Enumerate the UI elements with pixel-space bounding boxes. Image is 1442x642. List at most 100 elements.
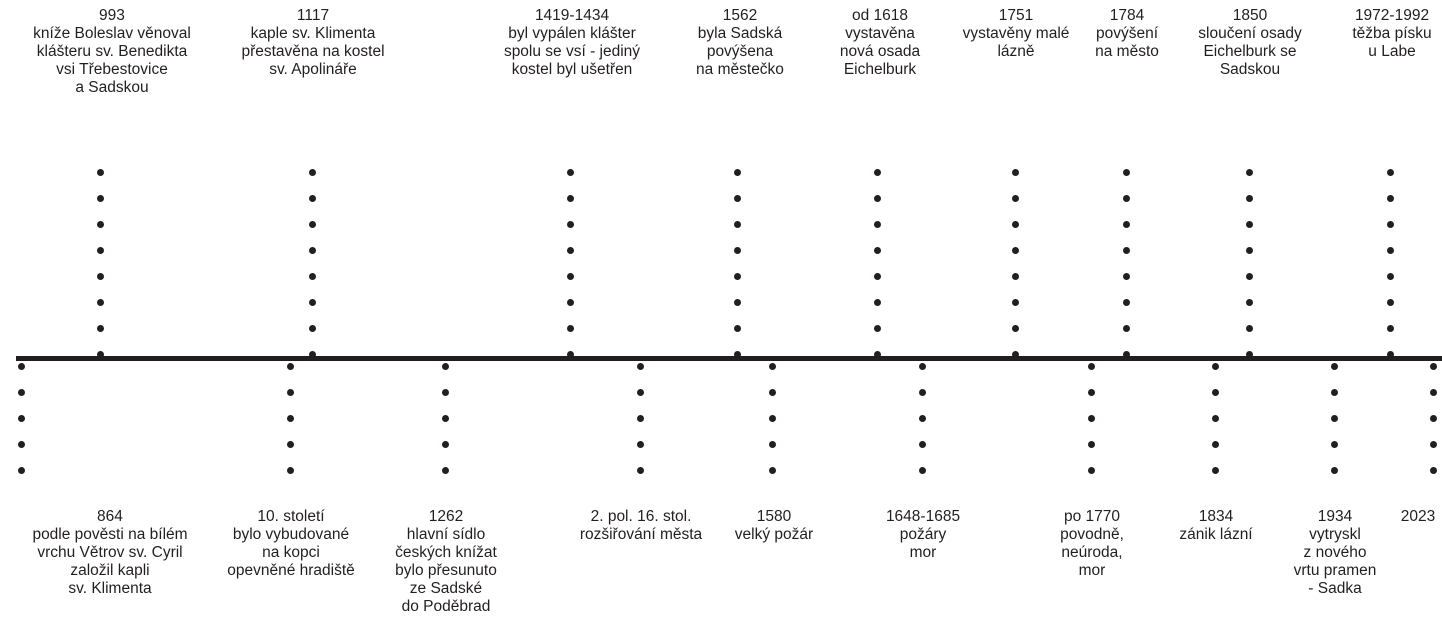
connector-dot bbox=[18, 415, 25, 422]
connector-dot bbox=[637, 415, 644, 422]
event-label: 1562 byla Sadská povýšena na městečko bbox=[696, 7, 784, 79]
connector-dot bbox=[734, 195, 741, 202]
connector-dot bbox=[1123, 169, 1130, 176]
connector-dot bbox=[287, 363, 294, 370]
connector-dot bbox=[1246, 351, 1253, 358]
event-year: 1419-1434 bbox=[534, 7, 610, 24]
connector-dot bbox=[1387, 247, 1394, 254]
event-label: 1972-1992 těžba písku u Labe bbox=[1352, 7, 1431, 61]
event-label: 1648-1685 požáry mor bbox=[886, 508, 960, 562]
event-year: 1834 bbox=[1198, 508, 1234, 525]
connector-dot bbox=[1246, 299, 1253, 306]
connector-dot bbox=[1331, 467, 1338, 474]
connector-dot bbox=[309, 273, 316, 280]
connector-dot bbox=[1246, 273, 1253, 280]
connector-dot bbox=[734, 169, 741, 176]
connector-dot bbox=[567, 273, 574, 280]
connector-dot bbox=[18, 441, 25, 448]
connector-dot bbox=[1012, 299, 1019, 306]
event-label: 1850 sloučení osady Eichelburk se Sadskou bbox=[1198, 7, 1301, 79]
connector-dot bbox=[309, 299, 316, 306]
connector-dot bbox=[1123, 273, 1130, 280]
event-label: 1419-1434 byl vypálen klášter spolu se vs… bbox=[504, 7, 640, 79]
connector-dot bbox=[287, 389, 294, 396]
connector-dot bbox=[637, 363, 644, 370]
event-label: 2. pol. 16. stol. rozšiřování města bbox=[580, 508, 702, 544]
connector-dot bbox=[1430, 441, 1437, 448]
connector-dot bbox=[919, 441, 926, 448]
connector-dot bbox=[769, 363, 776, 370]
event-year: po 1770 bbox=[1063, 508, 1121, 525]
connector-dot bbox=[1387, 195, 1394, 202]
connector-dot bbox=[1387, 325, 1394, 332]
event-description: vystavěna nová osada Eichelburk bbox=[839, 25, 921, 78]
event-description: vytryskl z nového vrtu pramen - Sadka bbox=[1293, 526, 1377, 597]
connector-dot bbox=[97, 221, 104, 228]
connector-dot bbox=[97, 325, 104, 332]
event-label: 993 kníže Boleslav věnoval klášteru sv. B… bbox=[33, 7, 191, 97]
timeline-axis bbox=[16, 356, 1442, 361]
event-description: rozšiřování města bbox=[579, 526, 703, 543]
connector-dot bbox=[1331, 389, 1338, 396]
event-label: 2023 bbox=[1401, 508, 1435, 526]
connector-dot bbox=[97, 195, 104, 202]
connector-dot bbox=[1012, 195, 1019, 202]
connector-dot bbox=[567, 325, 574, 332]
event-year: 1972-1992 bbox=[1354, 7, 1430, 24]
event-description: zánik lázní bbox=[1179, 526, 1253, 543]
event-year: 1262 bbox=[428, 508, 464, 525]
connector-dot bbox=[874, 221, 881, 228]
event-description: povodně, neúroda, mor bbox=[1060, 526, 1124, 579]
connector-dot bbox=[734, 299, 741, 306]
connector-dot bbox=[1331, 415, 1338, 422]
connector-dot bbox=[1012, 273, 1019, 280]
connector-dot bbox=[1246, 325, 1253, 332]
connector-dot bbox=[1387, 169, 1394, 176]
connector-dot bbox=[1212, 467, 1219, 474]
connector-dot bbox=[442, 389, 449, 396]
event-description: vystavěny malé lázně bbox=[962, 25, 1070, 60]
connector-dot bbox=[567, 351, 574, 358]
connector-dot bbox=[734, 351, 741, 358]
connector-dot bbox=[1212, 415, 1219, 422]
connector-dot bbox=[874, 195, 881, 202]
connector-dot bbox=[18, 363, 25, 370]
connector-dot bbox=[1088, 389, 1095, 396]
event-label: 1834 zánik lázní bbox=[1179, 508, 1252, 544]
connector-dot bbox=[919, 389, 926, 396]
event-description: hlavní sídlo českých knížat bylo přesunu… bbox=[395, 526, 497, 615]
connector-dot bbox=[442, 441, 449, 448]
event-description: těžba písku u Labe bbox=[1352, 25, 1432, 60]
connector-dot bbox=[442, 363, 449, 370]
connector-dot bbox=[769, 467, 776, 474]
connector-dot bbox=[309, 325, 316, 332]
connector-dot bbox=[1430, 389, 1437, 396]
connector-dot bbox=[769, 415, 776, 422]
connector-dot bbox=[1331, 363, 1338, 370]
connector-dot bbox=[309, 195, 316, 202]
event-description: povýšení na město bbox=[1095, 25, 1159, 60]
connector-dot bbox=[734, 325, 741, 332]
connector-dot bbox=[97, 169, 104, 176]
connector-dot bbox=[1012, 325, 1019, 332]
connector-dot bbox=[1387, 299, 1394, 306]
event-year: 1934 bbox=[1317, 508, 1353, 525]
connector-dot bbox=[567, 299, 574, 306]
connector-dot bbox=[309, 247, 316, 254]
connector-dot bbox=[769, 389, 776, 396]
connector-dot bbox=[874, 325, 881, 332]
event-label: 864 podle pověsti na bílém vrchu Větrov s… bbox=[32, 508, 187, 598]
event-year: od 1618 bbox=[851, 7, 909, 24]
connector-dot bbox=[309, 221, 316, 228]
event-description: byla Sadská povýšena na městečko bbox=[696, 25, 784, 78]
connector-dot bbox=[287, 415, 294, 422]
connector-dot bbox=[874, 273, 881, 280]
connector-dot bbox=[1212, 389, 1219, 396]
connector-dot bbox=[1123, 247, 1130, 254]
connector-dot bbox=[1430, 415, 1437, 422]
connector-dot bbox=[734, 221, 741, 228]
event-year: 1784 bbox=[1109, 7, 1145, 24]
connector-dot bbox=[1212, 441, 1219, 448]
event-year: 10. století bbox=[257, 508, 325, 525]
connector-dot bbox=[874, 247, 881, 254]
